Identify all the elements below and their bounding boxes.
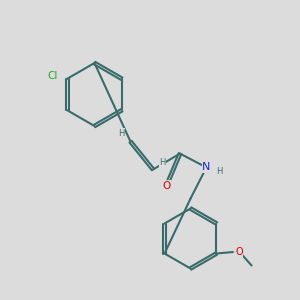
Text: N: N bbox=[202, 162, 211, 172]
Text: O: O bbox=[162, 181, 170, 191]
Text: H: H bbox=[118, 129, 125, 138]
Text: H: H bbox=[159, 158, 166, 167]
Text: H: H bbox=[216, 167, 222, 176]
Text: Cl: Cl bbox=[48, 71, 58, 81]
Text: O: O bbox=[236, 247, 243, 257]
